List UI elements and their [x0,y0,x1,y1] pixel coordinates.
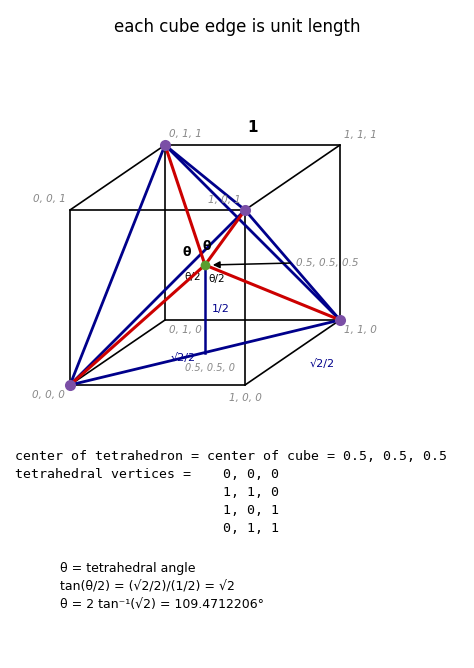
Text: 1: 1 [247,120,258,135]
Text: θ: θ [203,240,211,253]
Text: 0, 0, 1: 0, 0, 1 [33,194,66,204]
Text: center of tetrahedron = center of cube = 0.5, 0.5, 0.5: center of tetrahedron = center of cube =… [15,450,447,463]
Text: tetrahedral vertices =    0, 0, 0: tetrahedral vertices = 0, 0, 0 [15,468,279,481]
Text: 0.5, 0.5, 0: 0.5, 0.5, 0 [185,363,235,373]
Text: 1, 0, 1: 1, 0, 1 [15,504,279,517]
Text: √2/2: √2/2 [310,359,335,369]
Text: 1, 1, 0: 1, 1, 0 [344,325,377,335]
Text: 1, 1, 1: 1, 1, 1 [344,130,377,140]
Text: 1, 0, 1: 1, 0, 1 [208,195,241,205]
Text: 0.5, 0.5, 0.5: 0.5, 0.5, 0.5 [296,258,358,268]
Text: √2/2: √2/2 [171,353,196,363]
Text: θ = 2 tan⁻¹(√2) = 109.4712206°: θ = 2 tan⁻¹(√2) = 109.4712206° [60,598,264,611]
Text: θ = tetrahedral angle: θ = tetrahedral angle [60,562,195,575]
Text: 0, 0, 0: 0, 0, 0 [32,390,65,400]
Text: 0, 1, 0: 0, 1, 0 [169,325,202,335]
Text: 1, 1, 0: 1, 1, 0 [15,486,279,499]
Text: 0, 1, 1: 0, 1, 1 [15,522,279,535]
Text: θ: θ [183,246,191,259]
Text: tan(θ/2) = (√2/2)/(1/2) = √2: tan(θ/2) = (√2/2)/(1/2) = √2 [60,580,235,593]
Text: θ/2: θ/2 [209,274,225,284]
Text: 1/2: 1/2 [212,304,230,314]
Text: 1, 0, 0: 1, 0, 0 [228,393,262,403]
Text: each cube edge is unit length: each cube edge is unit length [114,18,360,36]
Text: θ/2: θ/2 [185,272,201,282]
Text: 0, 1, 1: 0, 1, 1 [169,129,202,139]
